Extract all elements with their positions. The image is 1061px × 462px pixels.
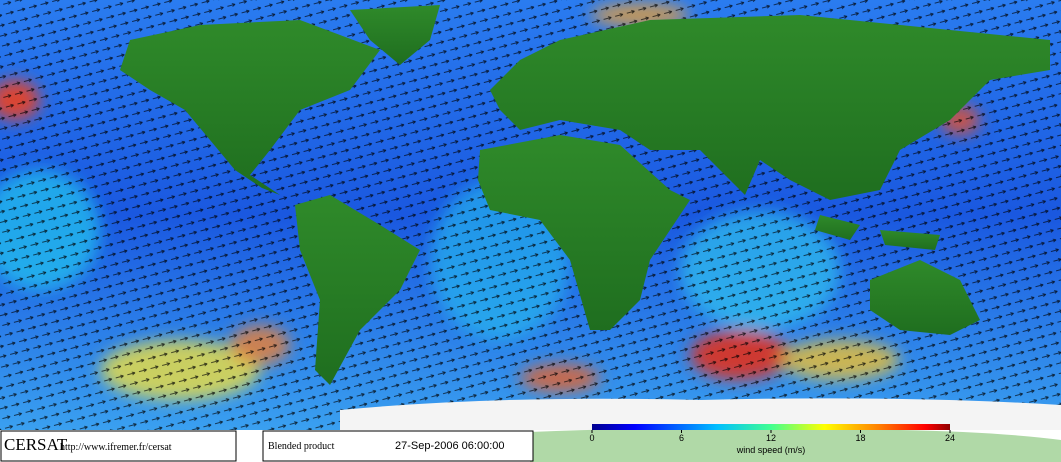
- colorbar: [592, 424, 950, 430]
- colorbar-tick-label: 12: [766, 433, 776, 443]
- product-label: Blended product: [268, 441, 335, 452]
- antarctic-relief: [530, 427, 1061, 462]
- antarctica: [340, 398, 1061, 430]
- credit-url: http://www.ifremer.fr/cersat: [60, 442, 172, 453]
- colorbar-tick-label: 0: [589, 433, 594, 443]
- credit-name: CERSAT: [4, 435, 68, 454]
- colorbar-tick-label: 18: [855, 433, 865, 443]
- colorbar-tick-label: 6: [679, 433, 684, 443]
- product-date: 27-Sep-2006 06:00:00: [395, 440, 504, 452]
- product-box: [262, 430, 534, 462]
- continents: [120, 5, 1050, 385]
- credit-box: [0, 430, 237, 462]
- colorbar-axis: 0 6 12 18 24: [589, 430, 955, 443]
- colorbar-label: wind speed (m/s): [736, 445, 806, 455]
- colorbar-tick-label: 24: [945, 433, 955, 443]
